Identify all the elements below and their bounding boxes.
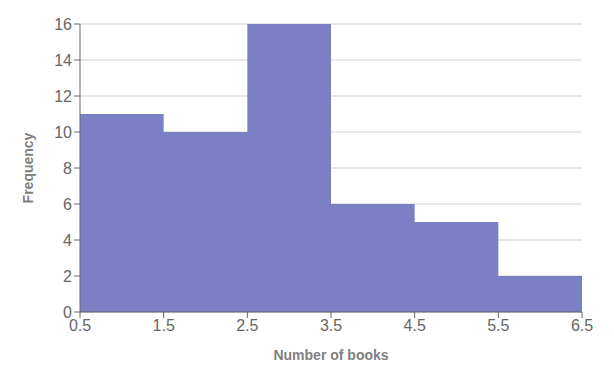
svg-text:10: 10 [54, 124, 72, 141]
svg-text:Number of books: Number of books [273, 347, 388, 363]
svg-text:14: 14 [54, 52, 72, 69]
svg-text:0.5: 0.5 [69, 317, 91, 334]
svg-text:16: 16 [54, 16, 72, 33]
svg-text:6: 6 [63, 196, 72, 213]
svg-text:4: 4 [63, 232, 72, 249]
svg-text:0: 0 [63, 304, 72, 321]
svg-text:1.5: 1.5 [153, 317, 175, 334]
svg-text:5.5: 5.5 [487, 317, 509, 334]
svg-text:2: 2 [63, 268, 72, 285]
svg-text:6.5: 6.5 [571, 317, 593, 334]
svg-text:8: 8 [63, 160, 72, 177]
svg-text:2.5: 2.5 [236, 317, 258, 334]
svg-text:12: 12 [54, 88, 72, 105]
svg-text:4.5: 4.5 [404, 317, 426, 334]
svg-text:Frequency: Frequency [20, 132, 36, 203]
svg-text:3.5: 3.5 [320, 317, 342, 334]
